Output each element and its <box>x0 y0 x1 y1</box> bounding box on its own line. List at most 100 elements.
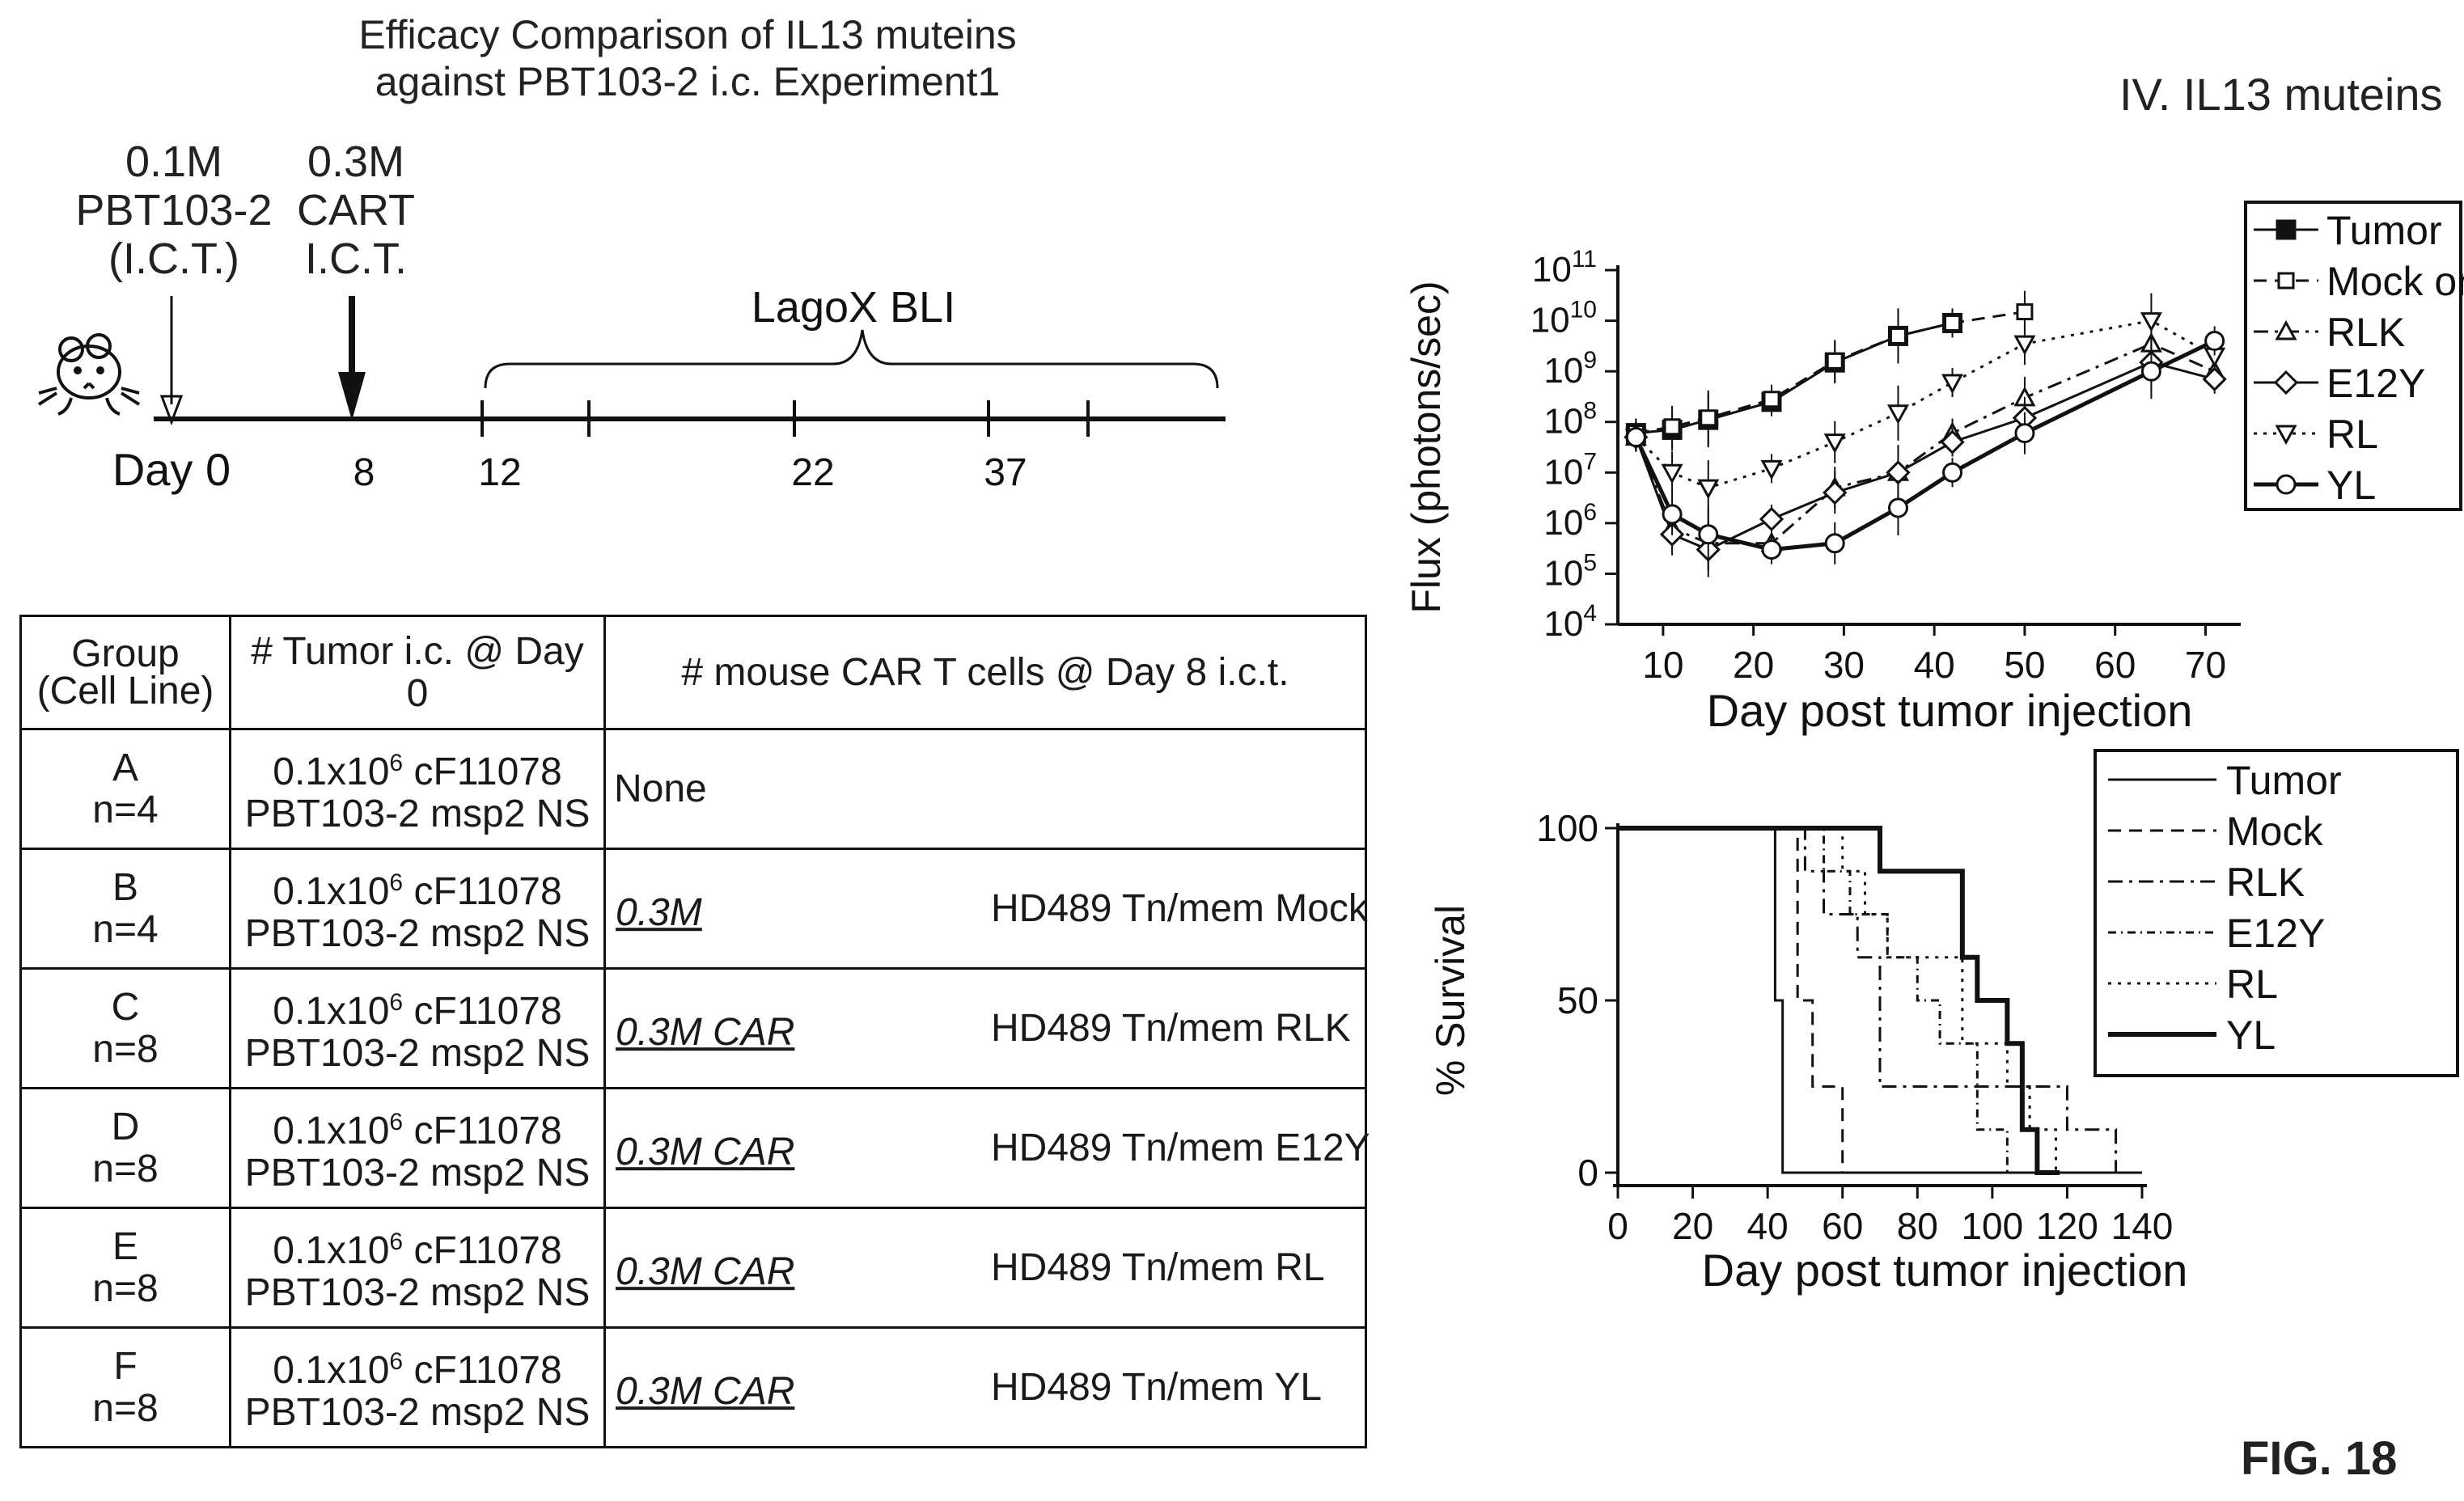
flux-point <box>2014 423 2035 444</box>
section-label: IV. IL13 muteins <box>2119 69 2443 120</box>
flux-legend-marker <box>2273 370 2299 395</box>
group-letter: D <box>111 1105 140 1148</box>
groups-table: Group (Cell Line) # Tumor i.c. @ Day 0 #… <box>19 615 1370 1448</box>
flux-point <box>1697 479 1720 500</box>
flux-x-tick-label: 70 <box>2185 644 2226 686</box>
flux-point <box>1887 497 1908 518</box>
flux-y-tick-exp: 6 <box>1583 499 1597 526</box>
tumor-cell: 0.1x106 cF11078 PBT103-2 msp2 NS <box>229 967 606 1089</box>
flux-series-5 <box>1625 326 2225 564</box>
flux-point <box>1760 459 1783 480</box>
tumor-pre: 0.1x10 <box>273 1110 390 1152</box>
tumor-line1: 0.1x106 cF11078 <box>239 862 595 913</box>
cart-cell: 0.3M CAR HD489 Tn/mem YL <box>603 1326 1367 1448</box>
cart-dose-line2: CART <box>296 186 416 235</box>
tumor-post: cF11078 <box>403 1110 562 1152</box>
flux-y-tick-exp: 10 <box>1570 297 1597 323</box>
tumor-post: cF11078 <box>403 990 562 1033</box>
cart-cell: 0.3M CAR HD489 Tn/mem E12Y <box>603 1087 1370 1209</box>
flux-point <box>1761 539 1782 560</box>
day-tick-12: 12 <box>478 451 521 494</box>
flux-point <box>1940 429 1965 455</box>
survival-legend-item: YL <box>2108 1013 2276 1058</box>
flux-legend-marker <box>2277 272 2295 290</box>
tumor-post: cF11078 <box>403 870 562 913</box>
cart-dose: 0.3M CAR <box>616 1249 795 1293</box>
tumor-dose-label: 0.1M PBT103-2 (I.C.T.) <box>57 137 291 283</box>
tumor-sup: 6 <box>389 1109 404 1135</box>
flux-point <box>1823 433 1846 454</box>
survival-legend-item: Mock <box>2108 809 2323 854</box>
tumor-line1: 0.1x106 cF11078 <box>239 982 595 1033</box>
cart-dose: 0.3M CAR <box>616 1010 795 1054</box>
group-n: n=4 <box>92 788 159 831</box>
survival-legend-label: RL <box>2226 962 2278 1007</box>
flux-point <box>1886 404 1910 425</box>
flux-point <box>1941 374 1964 395</box>
flux-y-tick-base: 10 <box>1543 604 1583 644</box>
tumor-post: cF11078 <box>403 1349 562 1392</box>
flux-x-label: Day post tumor injection <box>1707 685 2193 736</box>
tumor-sup: 6 <box>389 750 404 776</box>
flux-legend-marker <box>2276 219 2297 240</box>
experiment-title-line2: against PBT103-2 i.c. Experiment1 <box>375 59 1001 104</box>
flux-point <box>2202 366 2227 391</box>
survival-legend-box <box>2094 749 2459 1077</box>
tumor-line2: PBT103-2 msp2 NS <box>244 1152 591 1194</box>
flux-legend-item: RLK <box>2254 310 2405 355</box>
survival-legend-label: Mock <box>2226 809 2323 854</box>
flux-series-line <box>1634 339 2216 552</box>
cart-dose-line3: I.C.T. <box>304 235 407 283</box>
tumor-cell: 0.1x106 cF11078 PBT103-2 msp2 NS <box>229 848 606 970</box>
flux-series-line <box>1635 319 2216 489</box>
survival-series-1 <box>1618 827 2142 1174</box>
tumor-pre: 0.1x10 <box>273 750 390 793</box>
flux-legend-item: YL <box>2254 463 2376 508</box>
header-tumor: # Tumor i.c. @ Day 0 <box>229 615 606 730</box>
group-letter: C <box>111 985 140 1029</box>
header-group: Group (Cell Line) <box>19 615 231 730</box>
flux-x-tick-label: 30 <box>1823 644 1865 686</box>
flux-point <box>2204 330 2225 351</box>
flux-point <box>1625 427 1646 448</box>
flux-y-tick-label: 107 <box>1543 448 1597 492</box>
flux-point <box>2016 303 2034 321</box>
flux-y-tick-base: 10 <box>1530 301 1570 340</box>
cart-dose: 0.3M CAR <box>616 1130 795 1173</box>
flux-legend-item: E12Y <box>2254 361 2425 406</box>
flux-series-line <box>1634 342 2216 545</box>
flux-point <box>1942 462 1963 483</box>
flux-y-tick-exp: 11 <box>1572 246 1597 273</box>
tumor-pre: 0.1x10 <box>273 1229 390 1272</box>
cart-cells: None <box>614 767 707 810</box>
bli-label: LagoX BLI <box>751 283 955 332</box>
bli-brace <box>484 329 1219 389</box>
cart-cells: HD489 Tn/mem RL <box>991 1245 1325 1289</box>
mouse-icon <box>37 333 141 416</box>
flux-x-tick-label: 10 <box>1642 644 1683 686</box>
flux-y-tick-exp: 5 <box>1583 549 1597 576</box>
survival-series-4 <box>1618 827 2058 1173</box>
cart-cell: None <box>603 728 1367 850</box>
group-n: n=8 <box>92 1147 159 1190</box>
tumor-cell: 0.1x106 cF11078 PBT103-2 msp2 NS <box>229 1326 606 1448</box>
tumor-line1: 0.1x106 cF11078 <box>239 1221 595 1272</box>
cart-cells: HD489 Tn/mem YL <box>991 1365 1323 1409</box>
survival-legend: Tumor Mock RLK E12Y RL YL <box>2094 749 2459 1077</box>
flux-y-tick-label: 104 <box>1543 600 1597 644</box>
day0-label: Day 0 <box>112 444 231 495</box>
survival-x-tick-label: 60 <box>1822 1205 1863 1247</box>
flux-point <box>1663 418 1681 436</box>
flux-point <box>1826 352 1844 370</box>
experiment-title-line1: Efficacy Comparison of IL13 muteins <box>358 12 1017 57</box>
timeline-ticks <box>481 400 1090 437</box>
tumor-post: cF11078 <box>403 1229 562 1272</box>
group-letter: A <box>112 746 138 789</box>
